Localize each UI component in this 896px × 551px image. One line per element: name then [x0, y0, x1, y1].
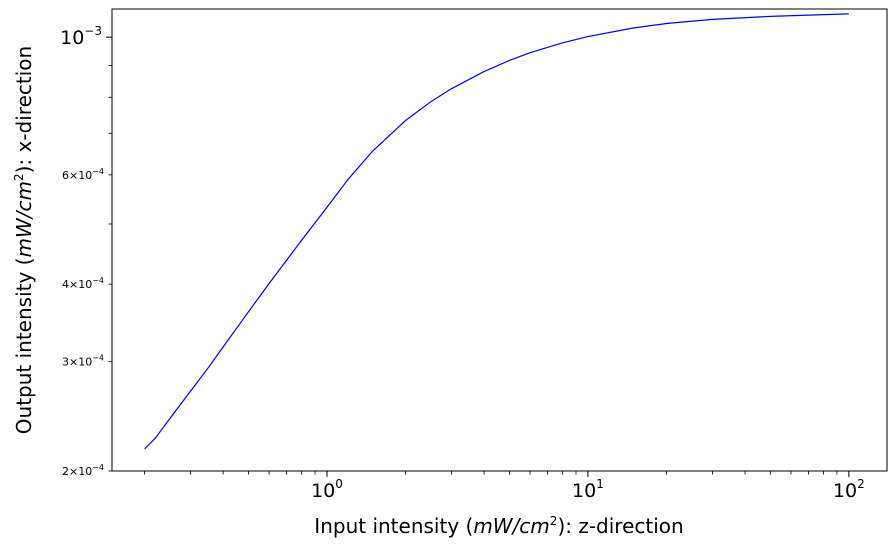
- x-tick-label: 101: [572, 477, 604, 502]
- y-minor-tick-label: 6×10−4: [62, 167, 104, 182]
- series-layer: [144, 13, 849, 450]
- y-minor-tick-label: 2×10−4: [62, 463, 104, 478]
- x-axis-label: Input intensity (mW/cm2): z-direction: [314, 514, 683, 538]
- y-minor-tick-label: 4×10−4: [62, 276, 104, 291]
- y-minor-tick-label: 3×10−4: [62, 354, 104, 369]
- plot-frame: [111, 8, 888, 472]
- ticks-layer: 100 101 102 10−3 2×10−4 3×10−4 4×10−4 6×10−4: [60, 24, 865, 502]
- y-tick-label: 10−3: [60, 24, 102, 49]
- y-axis-label: Output intensity (mW/cm2): x-direction: [12, 46, 36, 434]
- x-tick-label: 102: [833, 477, 865, 502]
- series-line-0: [144, 13, 849, 450]
- x-tick-label: 100: [311, 477, 343, 502]
